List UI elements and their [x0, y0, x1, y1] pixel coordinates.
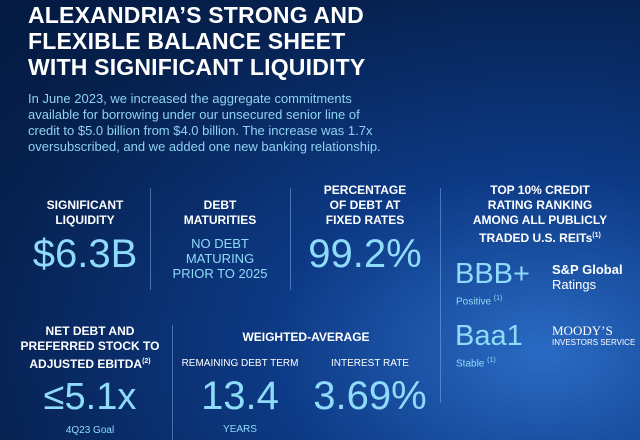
- footnote: (1): [487, 357, 496, 364]
- divider: [440, 188, 441, 403]
- value-line: PRIOR TO 2025: [172, 266, 268, 281]
- intro: In June 2023, we increased the aggregate…: [28, 91, 381, 155]
- leverage-caption: 4Q23 Goal: [65, 425, 115, 436]
- term-label: REMAINING DEBT TERM: [181, 358, 299, 369]
- rate-label: INTEREST RATE: [331, 358, 409, 369]
- fixed-rate-label: PERCENTAGE OF DEBT AT FIXED RATES: [290, 183, 440, 228]
- moodys-rating: Baa1: [455, 320, 523, 352]
- liquidity-value: $6.3B: [32, 232, 138, 276]
- value-line: NO DEBT: [191, 236, 249, 251]
- agency-line: S&P Global: [552, 262, 623, 277]
- label-line: MATURITIES: [183, 213, 257, 227]
- label-line: DEBT: [203, 198, 237, 212]
- intro-line: In June 2023, we increased the aggregate…: [28, 91, 352, 106]
- label-line: AMONG ALL PUBLICLY: [472, 213, 608, 227]
- label-line: LIQUIDITY: [55, 213, 115, 227]
- label-line: OF DEBT AT: [329, 198, 401, 212]
- sp-agency: S&P Global Ratings: [552, 262, 623, 292]
- maturities-value: NO DEBT MATURING PRIOR TO 2025: [150, 236, 290, 281]
- footnote: (1): [592, 232, 601, 239]
- agency-line: Ratings: [552, 277, 597, 292]
- label-line: PERCENTAGE: [323, 183, 407, 197]
- moodys-outlook: Stable (1): [456, 357, 496, 369]
- footnote: (1): [493, 295, 503, 302]
- agency-line: INVESTORS SERVICE: [552, 338, 636, 347]
- rate-value: 3.69%: [313, 374, 427, 418]
- fixed-rate-value: 99.2%: [308, 232, 422, 276]
- leverage-label: NET DEBT AND PREFERRED STOCK TO ADJUSTED…: [10, 324, 170, 372]
- divider: [150, 188, 151, 290]
- label-line: TRADED U.S. REITs(1): [445, 228, 635, 246]
- agency-line: MOODY’S: [552, 323, 613, 338]
- label-line: RATING RANKING: [487, 198, 593, 212]
- label-line: NET DEBT AND: [45, 324, 135, 338]
- sp-rating: BBB+: [455, 258, 530, 290]
- sp-outlook: Positive (1): [456, 295, 502, 307]
- term-value: 13.4: [201, 374, 279, 418]
- maturities-label: DEBT MATURITIES: [150, 198, 290, 228]
- term-unit: YEARS: [223, 424, 257, 435]
- label-line: FIXED RATES: [325, 213, 405, 227]
- liquidity-label: SIGNIFICANT LIQUIDITY: [20, 198, 150, 228]
- label-line: SIGNIFICANT: [46, 198, 124, 212]
- moodys-agency: MOODY’S INVESTORS SERVICE: [552, 323, 636, 349]
- footnote: (2): [142, 358, 151, 365]
- divider: [172, 325, 173, 440]
- leverage-value: ≤5.1x: [43, 376, 137, 418]
- label-line: ADJUSTED EBITDA(2): [10, 354, 170, 372]
- label-text: TRADED U.S. REITs: [479, 231, 593, 245]
- intro-line: available for borrowing under our unsecu…: [28, 107, 360, 122]
- title-line: ALEXANDRIA’S STRONG AND: [28, 2, 364, 28]
- title-line: WITH SIGNIFICANT LIQUIDITY: [28, 54, 366, 80]
- intro-line: oversubscribed, and we added one new ban…: [28, 139, 381, 154]
- divider: [290, 188, 291, 290]
- weighted-average-label: WEIGHTED-AVERAGE: [242, 330, 370, 344]
- ratings-label: TOP 10% CREDIT RATING RANKING AMONG ALL …: [445, 183, 635, 246]
- intro-line: credit to $5.0 billion from $4.0 billion…: [28, 123, 373, 138]
- value-line: MATURING: [185, 251, 255, 266]
- title: ALEXANDRIA’S STRONG AND FLEXIBLE BALANCE…: [28, 2, 365, 80]
- outlook: Stable: [456, 358, 485, 370]
- outlook: Positive: [456, 296, 492, 308]
- title-line: FLEXIBLE BALANCE SHEET: [28, 28, 346, 54]
- label-text: ADJUSTED EBITDA: [29, 357, 143, 371]
- label-line: TOP 10% CREDIT: [490, 183, 590, 197]
- label-line: PREFERRED STOCK TO: [20, 339, 160, 353]
